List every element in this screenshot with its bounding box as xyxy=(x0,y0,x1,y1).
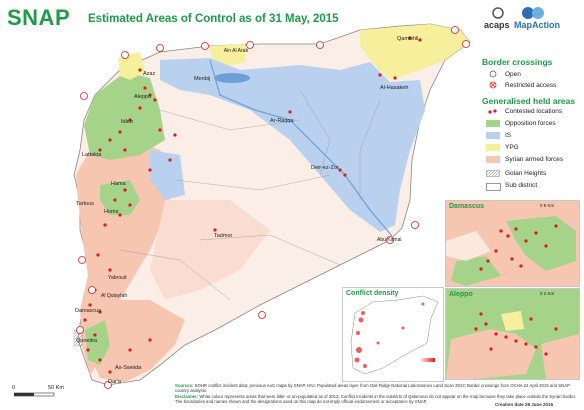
euphrates-river xyxy=(209,59,393,237)
legend-border-icons xyxy=(489,70,497,89)
label-yabroud: Yabroud xyxy=(108,275,127,281)
legend-subdistrict: Sub district xyxy=(505,182,538,189)
legend-golan-swatch xyxy=(486,170,500,177)
label-homs: Homs xyxy=(104,209,119,215)
subdistrict-lines xyxy=(119,89,381,301)
scale-zero: 0 xyxy=(12,385,16,391)
disclaimer-label: Disclaimer: xyxy=(175,393,199,399)
legend-golan: Golan Heights xyxy=(505,170,547,177)
label-tartous: Tartous xyxy=(76,201,95,207)
legend-contested-swatch xyxy=(488,109,497,114)
disclaimer-text: White colour represents areas that were … xyxy=(175,393,577,405)
label-abu-kamal: Abu Kamal xyxy=(377,237,402,243)
regime-area-desert xyxy=(150,200,270,300)
legend-restricted: Restricted access xyxy=(505,82,557,89)
inset-density-map xyxy=(350,295,439,375)
inset-damascus-title: Damascus xyxy=(449,203,485,210)
opposition-area-south xyxy=(85,320,110,365)
inset-aleppo xyxy=(445,288,580,380)
is-area-hama-east xyxy=(150,150,185,200)
is-area xyxy=(160,58,425,232)
label-qamishli: Qamishli xyxy=(397,36,419,42)
lake-assad xyxy=(214,73,250,83)
label-ain-al-arab: Ain Al Arab xyxy=(223,48,249,54)
label-damascus: Damascus xyxy=(75,308,101,314)
inset-damascus-map xyxy=(446,201,579,286)
legend-open: Open xyxy=(505,71,521,78)
contested-locations xyxy=(83,36,422,374)
label-aleppo: Aleppo xyxy=(134,94,152,100)
sources-label: Sources: xyxy=(175,383,194,388)
legend-is: IS xyxy=(505,132,512,139)
ypg-area-afrin xyxy=(118,52,145,80)
legend-ypg-swatch xyxy=(486,144,500,151)
label-hama: Hama xyxy=(111,181,126,187)
label-as-sweida: As-Sweida xyxy=(115,365,142,371)
logo-marks xyxy=(492,7,544,19)
label-daraa: Dar'a xyxy=(108,379,121,385)
scale-bar xyxy=(14,392,55,397)
label-lattakia: Lattakia xyxy=(82,152,102,158)
inset-density-title: Conflict density xyxy=(346,290,399,297)
acaps-logo: acaps xyxy=(484,20,510,30)
legend-opposition-swatch xyxy=(486,120,500,127)
inset-conflict-density xyxy=(342,287,444,382)
label-menbij: Menbij xyxy=(194,76,211,82)
sources-text: SOHR conflict incident data; previous Ao… xyxy=(175,383,570,394)
opposition-area-north xyxy=(84,72,165,160)
map-title: Estimated Areas of Control as of 31 May,… xyxy=(88,13,339,25)
footer-notes: Sources: SOHR conflict incident data; pr… xyxy=(175,383,580,404)
legend-is-swatch xyxy=(486,132,500,139)
legend-areas-heading: Generalised held areas xyxy=(482,96,576,106)
border-crossings xyxy=(76,26,470,389)
mapaction-logo: MapAction xyxy=(514,20,560,30)
inset-aleppo-map xyxy=(446,289,579,379)
label-ar-raqqa: Ar-Raqqa xyxy=(270,118,294,124)
brand-logo: SNAP xyxy=(7,5,71,30)
inset-damascus xyxy=(445,200,580,287)
creation-date: Creation date 28 June 2015 xyxy=(495,402,554,407)
legend-subdistrict-swatch xyxy=(486,183,501,191)
label-quneitra: Quneitra xyxy=(76,338,98,344)
label-azaz: Azaz xyxy=(143,71,156,77)
legend-opposition: Opposition forces xyxy=(505,120,556,127)
regime-area-south xyxy=(90,300,185,382)
label-al-qutayfah: Al Qutayfah xyxy=(101,293,128,299)
ypg-area-kobani xyxy=(210,44,245,66)
legend-ypg: YPG xyxy=(505,144,519,151)
label-deir-ez-zor: Deir-ez-Zor xyxy=(311,165,339,171)
legend-border-heading: Border crossings xyxy=(482,57,553,67)
legend-contested: Contested locations xyxy=(505,108,563,115)
ypg-area-jazira xyxy=(360,24,470,80)
legend-syrian-forces: Syrian armed forces xyxy=(505,156,564,163)
scale-end: 50 Km xyxy=(48,385,64,391)
label-idleb: Idleb xyxy=(121,119,133,125)
inset-aleppo-scale: 0 2 Km xyxy=(540,291,555,296)
label-tadmor: Tadmor xyxy=(214,233,233,239)
inset-damascus-scale: 0 5 Km xyxy=(540,203,555,208)
legend-syrian-swatch xyxy=(486,156,500,163)
label-al-hasakeh: Al-Hasakeh xyxy=(380,85,409,91)
inset-aleppo-title: Aleppo xyxy=(449,291,473,298)
